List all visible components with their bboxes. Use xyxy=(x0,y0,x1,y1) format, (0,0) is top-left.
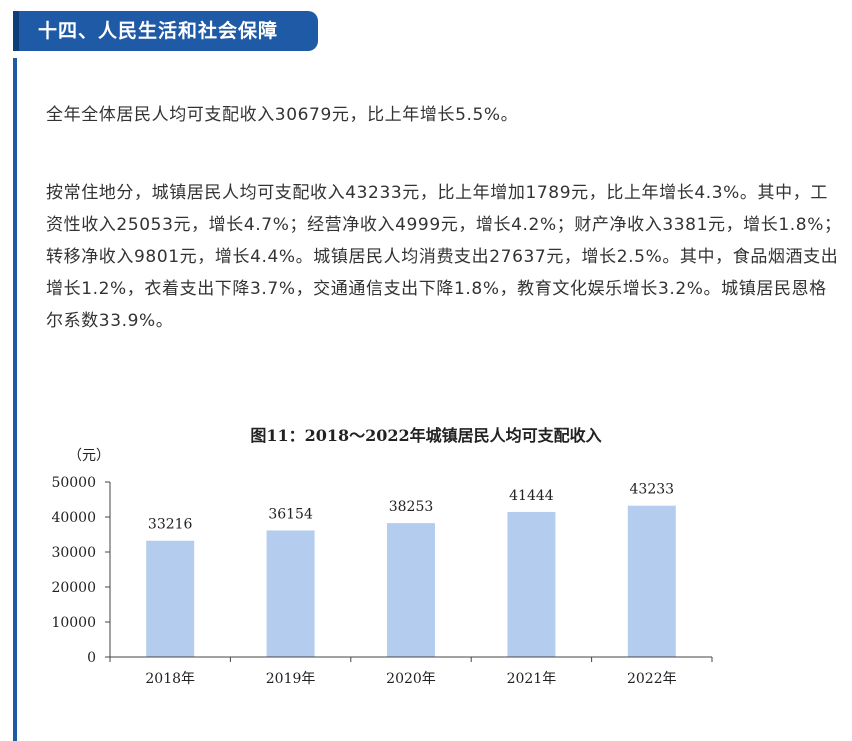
bar xyxy=(627,505,676,657)
x-tick-label: 2018年 xyxy=(145,671,195,687)
y-axis-unit-label: （元） xyxy=(68,448,110,464)
x-axis: 2018年 2019年 2020年 2021年 2022年 xyxy=(109,656,713,687)
paragraph-urban-income: 按常住地分，城镇居民人均可支配收入43233元，比上年增加1789元，比上年增长… xyxy=(46,183,842,331)
bar xyxy=(266,530,315,657)
x-tick-label: 2020年 xyxy=(386,671,436,687)
x-tick-label: 2022年 xyxy=(627,671,677,687)
y-axis: 0 10000 20000 30000 40000 50000 xyxy=(51,475,111,666)
section-title: 十四、人民生活和社会保障 xyxy=(38,20,279,42)
y-tick-label: 40000 xyxy=(51,510,96,526)
data-label: 41444 xyxy=(509,488,554,504)
y-tick-label: 30000 xyxy=(51,545,96,561)
bars: 33216 36154 38253 41444 43233 xyxy=(146,482,676,657)
bar xyxy=(387,523,435,657)
bar xyxy=(146,540,195,657)
data-label: 38253 xyxy=(389,499,434,515)
data-label: 33216 xyxy=(148,517,193,533)
bar xyxy=(507,511,556,657)
y-tick-label: 20000 xyxy=(51,580,96,596)
paragraph-overall-income: 全年全体居民人均可支配收入30679元，比上年增长5.5%。 xyxy=(46,105,519,125)
chart-title: 图11：2018～2022年城镇居民人均可支配收入 xyxy=(250,426,602,445)
y-tick-label: 10000 xyxy=(51,615,96,631)
left-accent-bar xyxy=(13,58,17,741)
data-label: 36154 xyxy=(268,506,313,522)
section-header-accent xyxy=(13,11,19,51)
x-tick-label: 2019年 xyxy=(266,671,316,687)
bar-chart: （元） 0 10000 20000 30000 40000 50000 33216 3615… xyxy=(51,448,713,687)
x-tick-label: 2021年 xyxy=(507,671,557,687)
y-tick-label: 50000 xyxy=(51,475,96,491)
data-label: 43233 xyxy=(630,482,675,498)
section-header xyxy=(13,11,318,51)
y-tick-label: 0 xyxy=(87,650,96,666)
